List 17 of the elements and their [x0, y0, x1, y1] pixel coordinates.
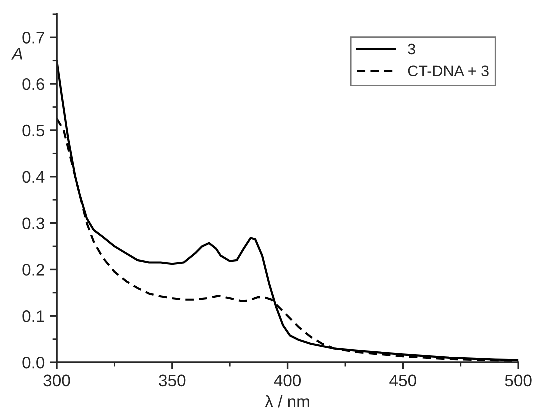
y-tick-label: 0.5	[22, 124, 45, 137]
x-axis-title: λ / nm	[265, 395, 310, 408]
x-tick-label: 300	[44, 374, 70, 387]
y-tick-label: 0.1	[22, 310, 44, 322]
y-tick-label: 0.2	[22, 264, 44, 276]
x-tick-label: 500	[505, 374, 532, 387]
y-tick-label: 0.4	[22, 171, 45, 184]
y-tick-label: 0.0	[22, 356, 45, 369]
legend-label: 3	[408, 44, 416, 55]
x-tick-label: 350	[159, 374, 186, 387]
y-axis-title: A	[11, 48, 22, 60]
y-tick-label: 0.7	[22, 32, 44, 44]
legend-label: CT-DNA + 3	[408, 66, 489, 77]
x-tick-label: 450	[390, 374, 416, 387]
y-tick-label: 0.3	[22, 218, 44, 230]
y-tick-label: 0.6	[22, 78, 44, 90]
x-tick-label: 400	[274, 374, 302, 387]
